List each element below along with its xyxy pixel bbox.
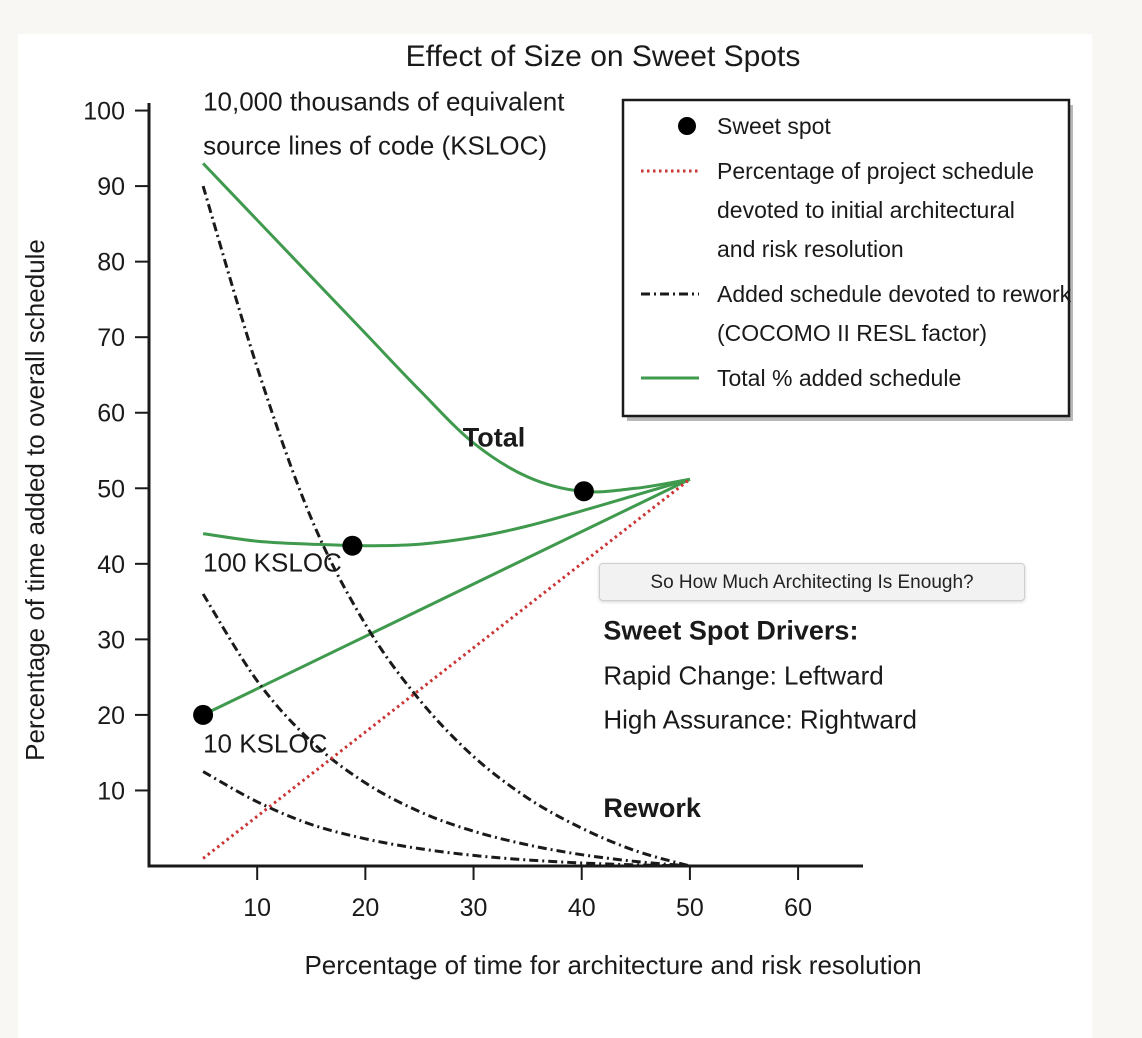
rework-line [201,185,691,868]
anno-10000: source lines of code (KSLOC) [203,131,547,161]
legend-label: Added schedule devoted to rework [717,281,1072,307]
y-tick-label: 30 [97,626,125,654]
anno-drivers-title: Sweet Spot Drivers: [603,615,858,645]
y-axis-title: Percentage of time added to overall sche… [20,239,50,761]
x-tick-label: 40 [568,894,596,922]
anno-10000: 10,000 thousands of equivalent [203,87,565,117]
legend-label: and risk resolution [717,236,904,262]
rework-line [202,770,690,868]
y-tick-label: 10 [97,777,125,805]
y-tick-label: 80 [97,249,125,277]
anno-total: Total [463,423,526,453]
sweet-spot-marker [193,704,214,725]
image-title-tooltip: So How Much Architecting Is Enough? [599,563,1025,601]
series-layer [201,162,691,868]
legend-label: Percentage of project schedule [717,158,1034,184]
y-tick-label: 50 [97,475,125,503]
chart-title: Effect of Size on Sweet Spots [406,40,801,73]
total-line [202,477,691,548]
y-tick-label: 70 [97,324,125,352]
y-tick-label: 60 [97,400,125,428]
sweet-spot-chart: 10 20 30 40 50 60 10 20 30 40 50 60 70 80 90 100 Percent… [20,40,1073,980]
x-axis-title: Percentage of time for architecture and … [304,950,921,980]
total-line [202,477,691,717]
total-line [202,162,691,494]
legend-label: devoted to initial architectural [717,197,1015,223]
architecture-line [202,478,691,860]
sweet-spot-marker [573,481,594,502]
axes: 10 20 30 40 50 60 10 20 30 40 50 60 70 80 90 100 Percent… [20,98,922,980]
sweet-spot-marker [342,535,363,556]
anno-rework: Rework [603,793,702,823]
y-tick-label: 40 [97,551,125,579]
anno-drivers: Rapid Change: Leftward [603,661,883,691]
markers-layer [193,481,594,725]
anno-drivers: High Assurance: Rightward [603,705,917,735]
x-tick-label: 60 [784,894,812,922]
anno-100: 100 KSLOC [203,547,342,577]
figure: 10 20 30 40 50 60 10 20 30 40 50 60 70 80 90 100 Percent… [18,34,1092,1038]
y-tick-label: 100 [83,98,125,126]
x-tick-label: 50 [676,894,704,922]
legend-label: Total % added schedule [717,365,961,391]
x-tick-label: 20 [351,894,379,922]
legend-box [621,98,1071,418]
legend-marker [678,117,696,135]
y-tick-label: 20 [97,702,125,730]
y-tick-label: 90 [97,173,125,201]
legend-label: (COCOMO II RESL factor) [717,320,987,346]
legend-label: Sweet spot [717,113,831,139]
x-tick-label: 30 [460,894,488,922]
anno-10: 10 KSLOC [203,729,327,759]
rework-line [201,593,691,868]
text-layer: Effect of Size on Sweet Spots 10,000 thou… [203,40,917,823]
x-tick-label: 10 [243,894,271,922]
legend: Sweet spot Percentage of project schedule… [621,98,1073,421]
